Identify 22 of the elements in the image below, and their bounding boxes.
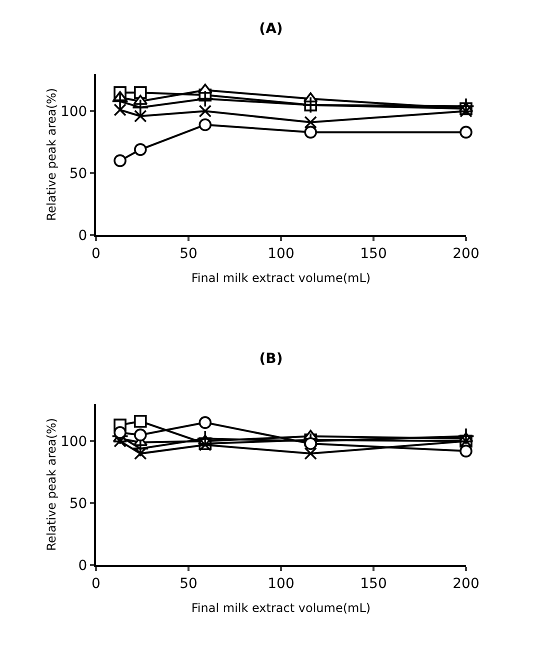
x-tick-label: 100 (268, 576, 294, 592)
x-tick-label: 200 (452, 576, 480, 592)
x-tick-label: 150 (360, 576, 387, 592)
x-tick-label: 0 (92, 246, 100, 262)
y-axis-title: Relative peak area(%) (44, 88, 58, 221)
y-tick-label: 0 (78, 228, 88, 244)
y-tick-label: 0 (78, 558, 88, 574)
x-tick-label: 50 (180, 246, 198, 262)
chart-title: (B) (259, 350, 283, 367)
chart-title: (A) (259, 20, 283, 37)
x-tick-label: 50 (180, 576, 198, 592)
x-tick-label: 0 (92, 576, 100, 592)
y-tick-label: 100 (60, 434, 88, 450)
y-tick-label: 100 (60, 104, 88, 120)
y-axis-title: Relative peak area(%) (44, 418, 58, 551)
y-tick-label: 50 (69, 496, 88, 512)
x-tick-label: 200 (452, 246, 480, 262)
y-tick-label: 50 (69, 166, 88, 182)
x-tick-label: 150 (360, 246, 387, 262)
x-tick-label: 100 (268, 246, 294, 262)
x-axis-title: Final milk extract volume(mL) (191, 271, 371, 285)
x-axis-title: Final milk extract volume(mL) (191, 601, 371, 615)
